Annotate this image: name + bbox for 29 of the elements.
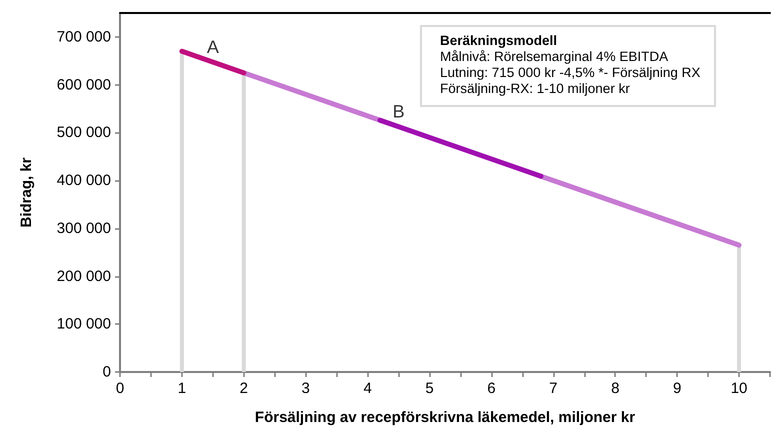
x-tick-label: 0 [116,380,124,397]
y-tick-label: 500 000 [56,124,111,142]
x-axis-title: Försäljning av recepförskrivna läkemedel, miljoner kr [254,409,636,426]
x-tick-label: 10 [730,380,748,397]
x-tick-label: 7 [549,380,558,397]
annotation: Försäljning-RX: 1-10 miljoner kr [440,81,631,97]
y-tick-label: 300 000 [56,220,111,237]
annotation: Målnivå: Rörelsemarginal 4% EBITDA [440,49,670,65]
y-tick-label: 100 000 [56,316,111,333]
annotation: A [206,37,219,58]
x-tick-label: 8 [611,380,620,397]
x-tick-label: 2 [240,380,248,397]
bar [180,51,184,372]
y-tick-label: 200 000 [56,268,111,285]
y-axis-title: Bidrag, kr [18,157,35,228]
x-tick-label: 4 [363,380,372,397]
bar [737,245,742,372]
x-tick-label: 5 [425,380,434,397]
x-tick-label: 3 [302,380,310,397]
y-tick-label: 0 [102,364,111,380]
y-tick-label: 700 000 [56,28,111,46]
x-tick-label: 9 [672,380,682,397]
y-tick-label: 600 000 [56,76,111,94]
annotation: Beräkningsmodell [440,33,558,49]
x-tick-label: 1 [178,380,186,397]
annotation: B [392,102,405,122]
annotation: Lutning: 715 000 kr -4,5% *- Försäljning RX [440,65,700,81]
y-tick-label: 400 000 [56,172,111,190]
x-tick-label: 6 [487,380,496,397]
